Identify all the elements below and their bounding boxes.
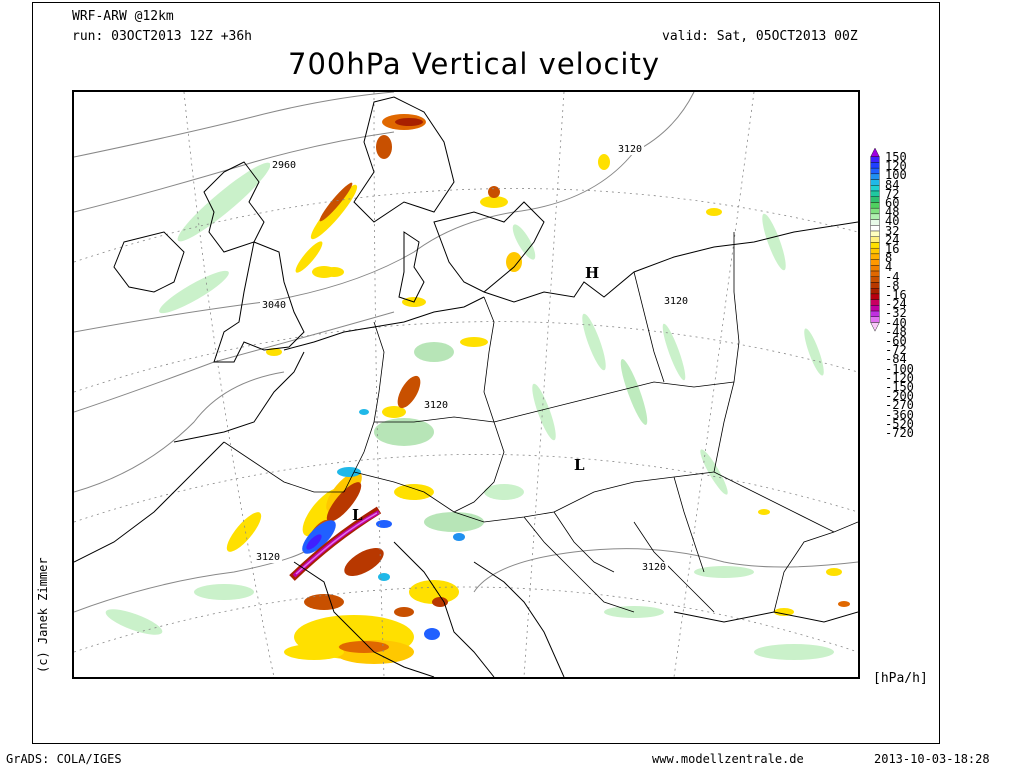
legend-unit: [hPa/h] bbox=[873, 671, 928, 686]
legend-level-label: -360 bbox=[885, 407, 914, 422]
legend-swatch bbox=[870, 156, 880, 163]
legend-level-label: -520 bbox=[885, 416, 914, 431]
field-patches-green bbox=[105, 162, 834, 660]
legend-swatch bbox=[870, 247, 880, 255]
legend-level-label: 60 bbox=[885, 196, 900, 210]
legend-swatch bbox=[870, 282, 880, 289]
legend-level-label: -24 bbox=[885, 297, 907, 312]
legend-swatch bbox=[870, 259, 880, 266]
weather-map: 2960 3040 3120 3120 3120 3120 3120 H L L bbox=[72, 90, 860, 679]
legend-level-label: 150 bbox=[885, 150, 907, 164]
legend-level-label: 72 bbox=[885, 186, 900, 201]
run-label: run: 03OCT2013 12Z +36h bbox=[72, 29, 253, 44]
legend-swatch bbox=[870, 207, 880, 215]
legend-swatch bbox=[870, 202, 880, 209]
legend-arrow-top bbox=[870, 148, 880, 157]
legend-swatch bbox=[870, 293, 880, 300]
legend-level-label: -48 bbox=[885, 324, 907, 339]
legend-level-label: -60 bbox=[885, 334, 907, 348]
legend-swatch bbox=[870, 242, 880, 249]
legend-swatch bbox=[870, 219, 880, 226]
legend-level-label: 8 bbox=[885, 251, 893, 266]
country-borders bbox=[223, 232, 858, 613]
contour-label-3120-e: 3120 bbox=[640, 562, 669, 573]
contour-label-3120-b: 3120 bbox=[662, 296, 691, 307]
legend-level-label: -120 bbox=[885, 370, 914, 385]
legend-swatch bbox=[870, 305, 880, 312]
contour-label-3120-d: 3120 bbox=[254, 552, 283, 563]
contour-label-2960: 2960 bbox=[270, 160, 299, 171]
copyright-label: (c) Janek Zimmer bbox=[36, 557, 50, 673]
legend-swatch bbox=[870, 270, 880, 277]
high-pressure-marker: H bbox=[585, 264, 600, 282]
map-canvas bbox=[74, 92, 858, 677]
graticule bbox=[74, 92, 858, 677]
field-patches-yellow bbox=[226, 154, 842, 664]
legend-swatch bbox=[870, 276, 880, 283]
legend-level-label: -100 bbox=[885, 361, 914, 376]
footer-grads: GrADS: COLA/IGES bbox=[6, 752, 122, 766]
legend-level-label: -84 bbox=[885, 352, 907, 367]
legend-level-label: 32 bbox=[885, 223, 900, 238]
legend-swatch bbox=[870, 196, 880, 203]
legend-arrow-bottom bbox=[870, 322, 880, 332]
legend-level-label: -40 bbox=[885, 315, 907, 330]
valid-label: valid: Sat, 05OCT2013 00Z bbox=[662, 29, 858, 44]
map-title: 700hPa Vertical velocity bbox=[288, 47, 661, 81]
legend-level-label: 120 bbox=[885, 159, 907, 174]
legend-swatch bbox=[870, 173, 880, 180]
legend-swatch bbox=[870, 190, 880, 197]
low-pressure-marker-alps: L bbox=[352, 506, 363, 524]
legend-swatch bbox=[870, 225, 880, 232]
height-contours bbox=[74, 92, 858, 613]
legend-swatch bbox=[870, 316, 880, 323]
legend-swatch bbox=[870, 310, 880, 317]
legend-level-label: -72 bbox=[885, 343, 907, 358]
plot-frame bbox=[32, 2, 940, 744]
legend-level-label: 40 bbox=[885, 214, 900, 229]
coastlines bbox=[74, 96, 858, 677]
legend-swatch bbox=[870, 253, 880, 260]
legend-colorbar bbox=[870, 148, 880, 332]
legend-level-label: 24 bbox=[885, 232, 900, 247]
legend-level-label: -8 bbox=[885, 278, 900, 293]
model-label: WRF-ARW @12km bbox=[72, 9, 174, 24]
legend-level-label: -32 bbox=[885, 306, 907, 321]
legend-level-label: -270 bbox=[885, 398, 914, 413]
legend-swatch bbox=[870, 213, 880, 220]
field-patches-blue bbox=[302, 409, 465, 640]
legend-level-label: 84 bbox=[885, 177, 900, 192]
legend-level-label: 100 bbox=[885, 168, 907, 183]
legend-swatch bbox=[870, 230, 880, 237]
legend-level-label: -720 bbox=[885, 426, 914, 440]
low-pressure-marker-east: L bbox=[574, 456, 585, 474]
legend-level-label: 48 bbox=[885, 205, 900, 220]
contour-label-3120-a: 3120 bbox=[616, 144, 645, 155]
legend-swatch bbox=[870, 167, 880, 175]
contour-label-3040: 3040 bbox=[260, 300, 289, 311]
legend-level-label: -4 bbox=[885, 269, 900, 284]
contour-label-3120-c: 3120 bbox=[422, 400, 451, 411]
legend-level-label: -150 bbox=[885, 380, 914, 394]
footer-website: www.modellzentrale.de bbox=[652, 752, 804, 766]
legend-swatch bbox=[870, 162, 880, 169]
legend-swatch bbox=[870, 236, 880, 243]
legend-level-label: -200 bbox=[885, 389, 914, 404]
legend-swatch bbox=[870, 185, 880, 192]
legend-swatch bbox=[870, 265, 880, 272]
legend-swatch bbox=[870, 288, 880, 295]
footer-timestamp: 2013-10-03-18:28 bbox=[874, 752, 990, 766]
legend-swatch bbox=[870, 299, 880, 306]
legend-swatch bbox=[870, 179, 880, 186]
legend-level-label: 4 bbox=[885, 260, 893, 275]
legend-level-label: 16 bbox=[885, 242, 900, 256]
legend-level-label: -16 bbox=[885, 288, 907, 302]
